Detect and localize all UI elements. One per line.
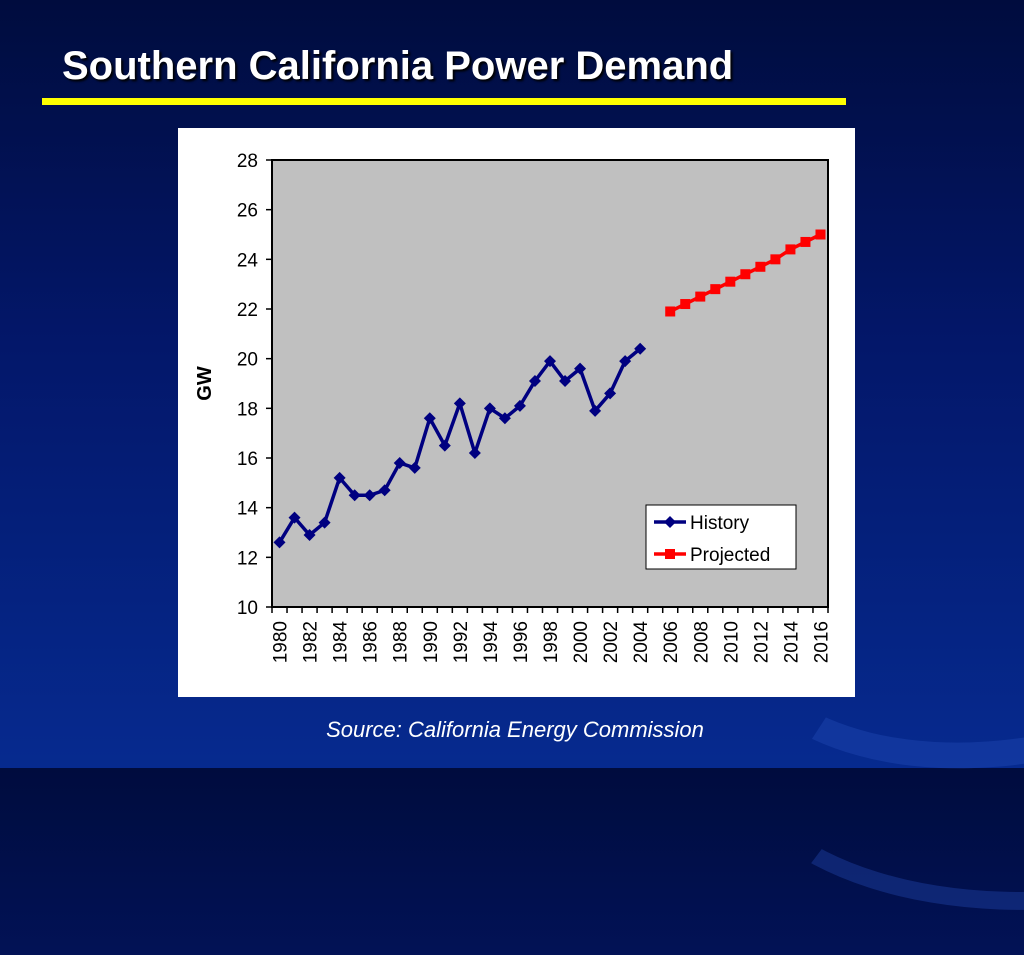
- y-tick-label: 24: [237, 250, 259, 271]
- history-data-point: [363, 489, 376, 502]
- projected-data-point: [725, 276, 736, 287]
- x-tick-label: 1980: [271, 621, 292, 663]
- history-data-point: [318, 516, 331, 529]
- x-tick-label: 1992: [451, 621, 472, 663]
- x-tick-label: 1990: [421, 621, 442, 663]
- history-data-point: [333, 471, 346, 484]
- y-tick-label: 20: [237, 350, 258, 371]
- y-tick-label: 16: [237, 449, 258, 470]
- projected-data-point: [740, 269, 751, 280]
- x-tick-label: 2008: [691, 621, 712, 663]
- history-data-point: [423, 412, 436, 425]
- history-data-point: [273, 536, 286, 549]
- y-tick-label: 18: [237, 399, 258, 420]
- x-tick-label: 2014: [781, 621, 802, 664]
- line-chart: 10 12 14 16 18 20 22 24 26 28 1980 1982 1984 1986 1988…: [194, 151, 832, 664]
- x-tick-label: 1996: [511, 621, 532, 663]
- history-data-point: [513, 399, 526, 412]
- history-data-point: [559, 375, 572, 388]
- history-data-point: [453, 397, 466, 410]
- x-tick-label: 1984: [331, 621, 352, 664]
- legend-history-marker: [664, 516, 676, 528]
- x-tick-label: 2006: [661, 621, 682, 663]
- history-data-point: [634, 342, 647, 355]
- x-tick-label: 1982: [301, 621, 322, 663]
- history-data-point: [468, 447, 481, 460]
- projected-data-point: [770, 254, 781, 265]
- history-data-point: [348, 489, 361, 502]
- x-tick-label: 1998: [541, 621, 562, 663]
- x-tick-label: 1986: [361, 621, 382, 663]
- projected-data-point: [800, 236, 811, 247]
- y-tick-label: 14: [237, 499, 259, 520]
- title-underline: [42, 98, 846, 105]
- history-data-point: [574, 362, 587, 375]
- x-tick-label: 2016: [811, 621, 832, 663]
- legend-projected-marker: [665, 549, 675, 559]
- projected-data-point: [785, 244, 796, 255]
- history-data-point: [544, 355, 556, 368]
- x-tick-label: 2002: [601, 621, 622, 663]
- projected-data-point: [815, 229, 826, 240]
- history-data-point: [619, 355, 632, 368]
- projected-data-point: [680, 299, 691, 310]
- slide-title: Southern California Power Demand: [62, 44, 734, 88]
- history-data-point: [604, 387, 617, 400]
- projected-data-point: [755, 261, 766, 272]
- chart-panel: 10 12 14 16 18 20 22 24 26 28 1980 1982 1984 1986 1988…: [178, 128, 855, 697]
- history-data-point: [589, 404, 602, 417]
- history-data-point: [378, 484, 391, 497]
- x-tick-label: 2012: [751, 621, 772, 663]
- history-data-point: [483, 402, 496, 415]
- history-data-point: [393, 456, 406, 469]
- projected-data-point: [695, 291, 706, 302]
- source-note: Source: California Energy Commission: [326, 717, 704, 742]
- x-tick-label: 1994: [481, 621, 502, 664]
- y-tick-label: 12: [237, 548, 258, 569]
- legend-history-label: History: [690, 513, 750, 534]
- y-tick-label: 28: [237, 151, 258, 172]
- y-axis-title: GW: [194, 366, 216, 401]
- history-data-point: [408, 461, 421, 474]
- projected-data-point: [665, 306, 676, 317]
- y-tick-label: 10: [237, 598, 258, 619]
- x-tick-label: 2004: [631, 621, 652, 664]
- x-tick-label: 2000: [571, 621, 592, 663]
- y-tick-label: 26: [237, 201, 258, 222]
- history-data-point: [303, 528, 316, 541]
- projected-data-point: [710, 284, 721, 295]
- legend-projected-label: Projected: [690, 545, 770, 566]
- history-data-point: [438, 439, 451, 452]
- history-data-point: [498, 412, 511, 425]
- y-tick-label: 22: [237, 300, 258, 321]
- x-tick-label: 1988: [391, 621, 412, 663]
- x-tick-label: 2010: [721, 621, 742, 663]
- history-data-point: [528, 375, 541, 388]
